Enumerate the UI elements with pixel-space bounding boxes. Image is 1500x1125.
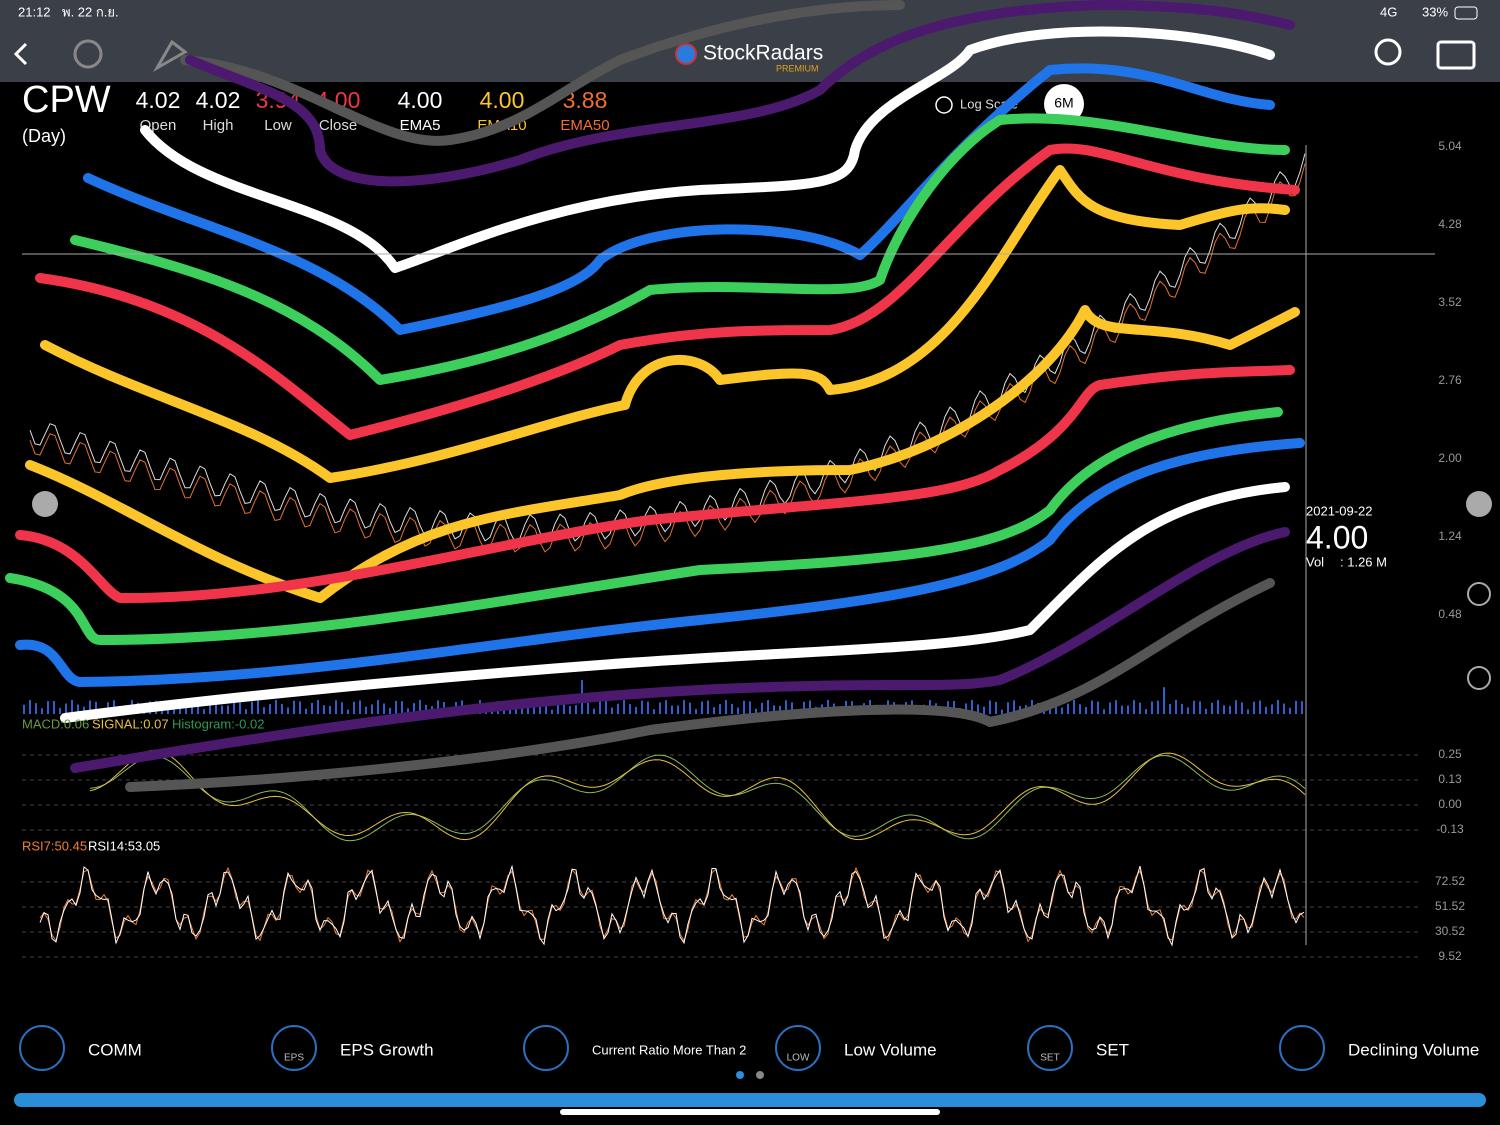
- tab-label[interactable]: COMM: [88, 1040, 142, 1059]
- field-value: 4.00: [480, 87, 525, 113]
- status-time: 21:12: [18, 4, 51, 19]
- tab-icon-text: SET: [1040, 1053, 1059, 1064]
- battery-icon: [1454, 6, 1478, 20]
- field-value: 4.00: [398, 87, 443, 113]
- page-dot[interactable]: [756, 1071, 764, 1079]
- tab-icon[interactable]: [271, 1025, 317, 1071]
- interval: (Day): [22, 126, 66, 146]
- drawn-line: [70, 527, 1290, 773]
- settings-button[interactable]: [73, 39, 103, 69]
- tab-icon[interactable]: [1279, 1025, 1325, 1071]
- drawn-line: [83, 63, 1275, 335]
- tab-icon[interactable]: [775, 1025, 821, 1071]
- status-battery: 33%: [1422, 4, 1448, 19]
- tab-icon-text: EPS: [284, 1053, 304, 1064]
- log-scale-toggle[interactable]: [935, 96, 953, 114]
- tab-label[interactable]: EPS Growth: [340, 1040, 434, 1059]
- price-trace: [29, 153, 1306, 543]
- symbol: CPW: [22, 79, 111, 121]
- ema-trace: [29, 163, 1306, 553]
- price-axis-label: 2.00: [1438, 451, 1462, 465]
- drawn-line: [140, 26, 1275, 273]
- drawn-line: [15, 438, 1305, 687]
- portfolio-button[interactable]: [1436, 40, 1476, 70]
- macd-axis-label: 0.00: [1438, 797, 1462, 811]
- field-label: Close: [319, 117, 357, 134]
- macd-axis-label: -0.13: [1436, 822, 1464, 836]
- drawn-line: [70, 113, 1290, 385]
- search-button[interactable]: [1374, 38, 1402, 66]
- crosshair-date: 2021-09-22: [1306, 503, 1373, 518]
- tab-icon-text: LOW: [787, 1053, 810, 1064]
- scroll-back-button[interactable]: [32, 491, 58, 517]
- field-label: High: [203, 117, 234, 134]
- tab-icon[interactable]: [19, 1025, 65, 1071]
- premium-badge: PREMIUM: [776, 63, 819, 73]
- price-axis-label: 4.28: [1438, 217, 1462, 231]
- status-date: พ. 22 ก.ย.: [62, 4, 119, 19]
- drawn-line: [180, 0, 905, 146]
- rsi14-label: RSI14:53.05: [88, 838, 160, 853]
- price-axis-label: 1.24: [1438, 529, 1462, 543]
- rsi14-trace: [39, 864, 1305, 947]
- app-name: StockRadars: [703, 42, 823, 65]
- drawn-line: [5, 407, 1283, 645]
- price-axis-label: 5.04: [1438, 139, 1462, 153]
- tab-icon[interactable]: [1027, 1025, 1073, 1071]
- rsi-axis-label: 30.52: [1435, 924, 1465, 938]
- field-label: EMA5: [400, 117, 441, 134]
- status-network: 4G: [1380, 4, 1397, 19]
- page-dot[interactable]: [736, 1071, 744, 1079]
- back-button[interactable]: [13, 42, 28, 66]
- drawings: [5, 0, 1305, 792]
- field-value: 4.02: [196, 87, 241, 113]
- macd-label: MACD:0.06: [22, 716, 89, 731]
- draw-button[interactable]: [152, 39, 188, 73]
- progress-bar: [14, 1093, 1486, 1107]
- rsi7-label: RSI7:50.45: [22, 838, 87, 853]
- tab-icon[interactable]: [523, 1025, 569, 1071]
- field-label: EMA50: [560, 117, 609, 134]
- period-label: 6M: [1054, 95, 1073, 111]
- macd-axis-label: 0.13: [1438, 772, 1462, 786]
- tab-label[interactable]: Declining Volume: [1348, 1040, 1479, 1059]
- tab-bar: COMM EPS EPS Growth Current Ratio More Than…: [19, 1025, 1479, 1071]
- crosshair-volume-label: Vol: [1306, 554, 1324, 569]
- home-indicator: [560, 1109, 940, 1115]
- drawn-line: [60, 482, 1290, 723]
- crosshair-volume: : 1.26 M: [1340, 554, 1387, 569]
- rsi-axis-label: 51.52: [1435, 899, 1465, 913]
- signal-label: SIGNAL:0.07: [92, 716, 169, 731]
- histogram-label: Histogram:-0.02: [172, 716, 264, 731]
- crosshair-price: 4.00: [1306, 519, 1368, 555]
- drawn-line: [185, 0, 1295, 187]
- price-axis-label: 0.48: [1438, 607, 1462, 621]
- app-logo: [675, 43, 697, 65]
- drawn-line: [40, 165, 1290, 483]
- sync-button[interactable]: [1467, 582, 1491, 606]
- price-axis-label: 3.52: [1438, 295, 1462, 309]
- macd-trace: [89, 754, 1306, 842]
- tab-label[interactable]: SET: [1096, 1040, 1129, 1059]
- field-value: 4.02: [136, 87, 181, 113]
- price-chart: [23, 153, 1306, 947]
- signal-trace: [89, 749, 1306, 841]
- tab-label[interactable]: Current Ratio More Than 2: [592, 1042, 746, 1057]
- price-axis-label: 2.76: [1438, 373, 1462, 387]
- drawn-line: [35, 143, 1300, 440]
- rsi-axis-label: 9.52: [1438, 949, 1462, 963]
- scroll-forward-button[interactable]: [1466, 491, 1492, 517]
- drawn-line: [15, 365, 1295, 604]
- tab-label[interactable]: Low Volume: [844, 1040, 937, 1059]
- macd-axis-label: 0.25: [1438, 747, 1462, 761]
- drawn-line: [125, 578, 1275, 792]
- field-label: Low: [264, 117, 292, 134]
- sync-button[interactable]: [1467, 666, 1491, 690]
- rsi-axis-label: 72.52: [1435, 874, 1465, 888]
